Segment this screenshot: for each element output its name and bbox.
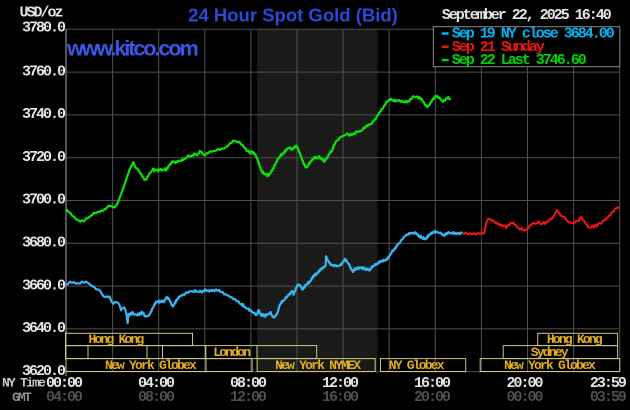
svg-text:Hong Kong: Hong Kong — [547, 332, 603, 347]
svg-text:Sep 19 NY close 3684.00: Sep 19 NY close 3684.00 — [452, 26, 615, 43]
svg-text:16:00: 16:00 — [414, 375, 451, 392]
svg-text:New York Globex: New York Globex — [504, 358, 596, 373]
svg-text:3760.0: 3760.0 — [22, 63, 66, 80]
svg-text:20:00: 20:00 — [506, 375, 543, 392]
svg-text:08:00: 08:00 — [230, 375, 267, 392]
svg-text:3660.0: 3660.0 — [22, 277, 66, 294]
svg-text:3700.0: 3700.0 — [22, 192, 66, 209]
svg-text:04:00: 04:00 — [46, 389, 83, 406]
svg-text:3780.0: 3780.0 — [22, 20, 66, 37]
svg-text:Sydney: Sydney — [531, 345, 569, 360]
svg-text:3680.0: 3680.0 — [22, 235, 66, 252]
svg-text:3740.0: 3740.0 — [22, 106, 66, 123]
svg-text:00:00: 00:00 — [506, 389, 543, 406]
svg-text:GMT: GMT — [12, 390, 32, 405]
svg-text:3640.0: 3640.0 — [22, 320, 66, 337]
svg-text:Sep 22 Last 3746.60: Sep 22 Last 3746.60 — [452, 52, 587, 69]
svg-text:04:00: 04:00 — [138, 375, 175, 392]
svg-text:16:00: 16:00 — [322, 389, 359, 406]
svg-text:September 22, 2025 16:40: September 22, 2025 16:40 — [442, 7, 612, 24]
svg-text:12:00: 12:00 — [230, 389, 267, 406]
svg-text:12:00: 12:00 — [322, 375, 359, 392]
svg-text:24 Hour Spot Gold (Bid): 24 Hour Spot Gold (Bid) — [188, 5, 398, 26]
svg-text:00:00: 00:00 — [46, 375, 83, 392]
svg-text:Hong Kong: Hong Kong — [88, 332, 144, 347]
svg-text:www.kitco.com: www.kitco.com — [66, 37, 198, 61]
svg-text:New York NYMEX: New York NYMEX — [275, 358, 361, 373]
svg-text:23:59: 23:59 — [590, 375, 627, 392]
svg-text:New York Globex: New York Globex — [105, 358, 197, 373]
svg-text:NY Time: NY Time — [2, 376, 46, 391]
svg-text:03:59: 03:59 — [590, 389, 627, 406]
svg-text:London: London — [213, 345, 251, 360]
svg-text:20:00: 20:00 — [414, 389, 451, 406]
svg-text:3620.0: 3620.0 — [22, 363, 66, 380]
svg-text:Sep 21 Sunday: Sep 21 Sunday — [452, 39, 545, 56]
svg-text:08:00: 08:00 — [138, 389, 175, 406]
svg-text:NY Globex: NY Globex — [389, 358, 445, 373]
svg-text:3720.0: 3720.0 — [22, 149, 66, 166]
svg-text:USD/oz: USD/oz — [20, 5, 63, 22]
